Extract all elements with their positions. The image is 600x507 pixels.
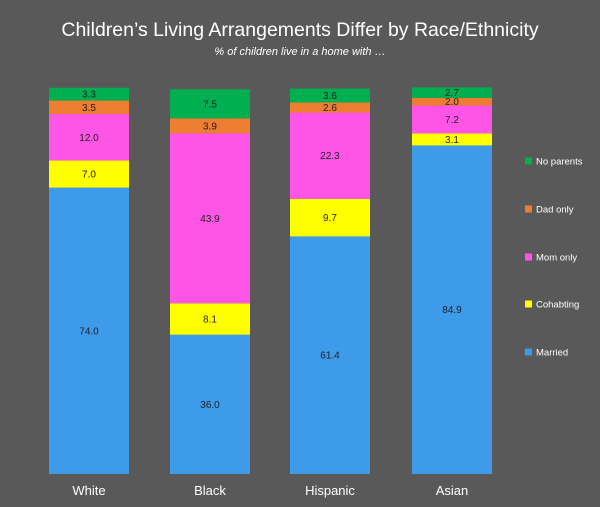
bar-segment-white-cohabting: [49, 160, 129, 188]
data-label-white-cohabting: 7.0: [82, 170, 96, 181]
bar-segment-asian-mom-only: [412, 105, 492, 134]
chart-title: Children’s Living Arrangements Differ by…: [61, 19, 539, 41]
legend-swatch-dad-only: [525, 205, 532, 213]
data-label-asian-dad-only: 2.0: [445, 97, 459, 108]
data-label-white-dad-only: 3.5: [82, 103, 96, 114]
bar-segment-white-mom-only: [49, 114, 129, 161]
bar-segment-asian-cohabting: [412, 133, 492, 146]
bar-segment-asian-married: [412, 145, 492, 474]
x-tick-label-white: White: [72, 483, 105, 498]
data-label-black-mom-only: 43.9: [200, 214, 220, 225]
data-label-hispanic-no-parents: 3.6: [323, 91, 337, 102]
data-label-black-married: 36.0: [200, 400, 220, 411]
bar-segment-white-married: [49, 187, 129, 474]
legend-swatch-married: [525, 348, 532, 356]
x-tick-label-hispanic: Hispanic: [305, 483, 355, 498]
data-label-asian-married: 84.9: [442, 305, 462, 316]
bar-segment-hispanic-cohabting: [290, 198, 370, 237]
bar-segment-asian-dad-only: [412, 97, 492, 106]
data-label-black-cohabting: 8.1: [203, 315, 217, 326]
data-label-black-dad-only: 3.9: [203, 121, 217, 132]
bar-segment-black-married: [170, 334, 250, 474]
legend-label-cohabting: Cohabting: [536, 300, 579, 311]
data-label-black-no-parents: 7.5: [203, 99, 217, 110]
data-label-hispanic-married: 61.4: [320, 351, 340, 362]
legend-label-no-parents: No parents: [536, 157, 583, 168]
bar-segment-hispanic-married: [290, 236, 370, 474]
legend-swatch-no-parents: [525, 157, 532, 165]
data-label-hispanic-mom-only: 22.3: [320, 151, 340, 162]
legend-swatch-mom-only: [525, 253, 532, 261]
data-label-hispanic-cohabting: 9.7: [323, 213, 337, 224]
legend-swatch-cohabting: [525, 300, 532, 308]
bar-segment-hispanic-no-parents: [290, 88, 370, 103]
data-label-white-mom-only: 12.0: [79, 133, 99, 144]
legend-label-married: Married: [536, 348, 568, 359]
bar-segment-white-no-parents: [49, 87, 129, 101]
x-tick-label-asian: Asian: [436, 483, 469, 498]
bar-segment-black-mom-only: [170, 133, 250, 304]
data-label-asian-mom-only: 7.2: [445, 115, 459, 126]
bar-segment-white-dad-only: [49, 100, 129, 115]
data-label-asian-no-parents: 2.7: [445, 88, 459, 99]
bar-segment-asian-no-parents: [412, 87, 492, 98]
data-label-hispanic-dad-only: 2.6: [323, 103, 337, 114]
chart-subtitle: % of children live in a home with …: [214, 46, 386, 58]
legend-label-mom-only: Mom only: [536, 253, 577, 264]
data-label-asian-cohabting: 3.1: [445, 135, 459, 146]
bar-segment-black-dad-only: [170, 118, 250, 134]
bar-segment-hispanic-mom-only: [290, 112, 370, 199]
legend-label-dad-only: Dad only: [536, 205, 574, 216]
x-tick-label-black: Black: [194, 483, 226, 498]
bar-segment-hispanic-dad-only: [290, 102, 370, 113]
data-label-white-married: 74.0: [79, 326, 99, 337]
bar-segment-black-cohabting: [170, 303, 250, 335]
bar-segment-black-no-parents: [170, 89, 250, 119]
data-label-white-no-parents: 3.3: [82, 90, 96, 101]
